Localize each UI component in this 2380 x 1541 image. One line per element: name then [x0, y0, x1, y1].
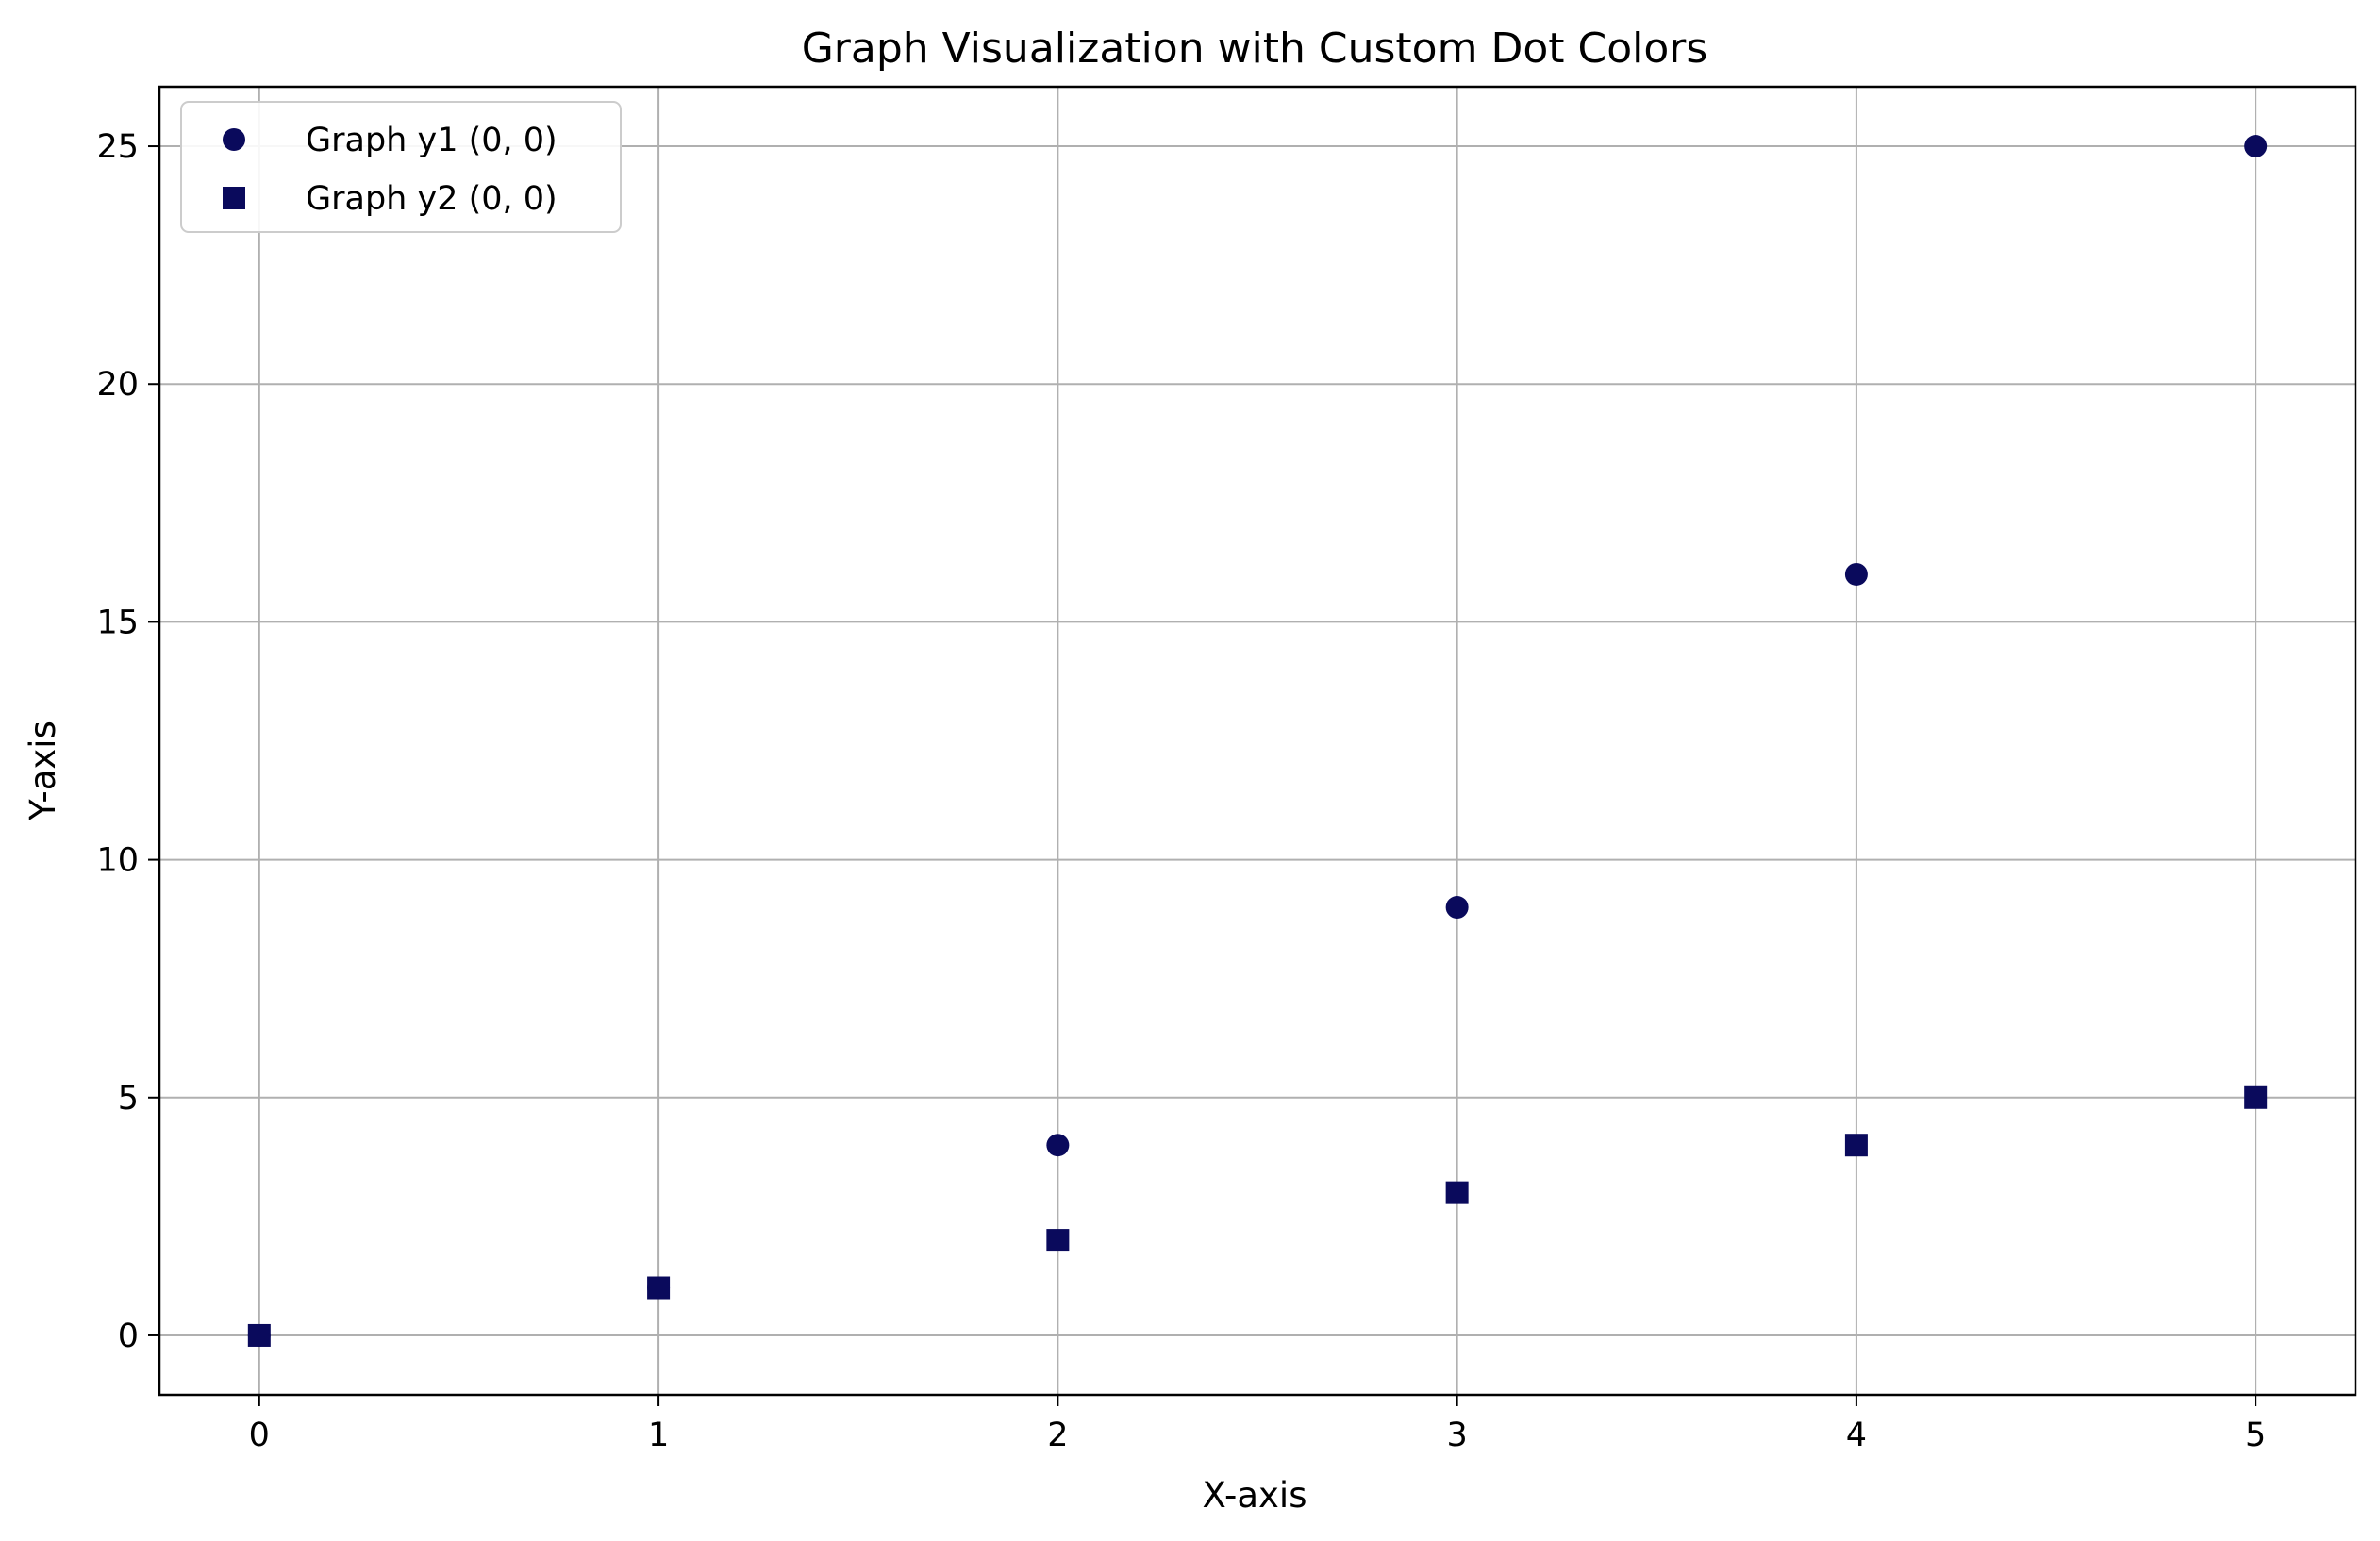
y2-square-point: [647, 1276, 671, 1300]
chart-title: Graph Visualization with Custom Dot Colo…: [802, 25, 1708, 73]
y2-square-point: [2244, 1085, 2268, 1109]
plot-frame: [158, 85, 2357, 1397]
y-axis-label: Y-axis: [23, 721, 63, 821]
y1-circle-point: [2244, 135, 2268, 158]
x-tick-label: 1: [648, 1417, 669, 1454]
ticks: 0 1 2 3 4 5 0 5 10 15 20 25: [96, 128, 2266, 1454]
data-marks: [247, 135, 2268, 1347]
grid: [159, 87, 2355, 1395]
y2-square-point: [1844, 1134, 1868, 1157]
x-tick-label: 3: [1446, 1417, 1467, 1454]
y2-square-point: [1445, 1181, 1469, 1204]
x-tick-label: 4: [1846, 1417, 1867, 1454]
legend-label: Graph y1 (0, 0): [306, 122, 558, 159]
y1-circle-point: [1046, 1134, 1070, 1157]
legend-label: Graph y2 (0, 0): [306, 180, 558, 218]
legend-box: [180, 101, 622, 233]
y-tick-label: 0: [118, 1317, 139, 1355]
y1-circle-point: [1445, 896, 1469, 920]
x-tick-label: 0: [249, 1417, 270, 1454]
x-tick-label: 2: [1047, 1417, 1068, 1454]
y-tick-label: 15: [96, 604, 139, 641]
x-tick-label: 5: [2245, 1417, 2266, 1454]
legend: Graph y1 (0, 0) Graph y2 (0, 0): [180, 101, 622, 233]
y1-circle-point: [1844, 562, 1868, 586]
legend-square-marker: [223, 187, 245, 209]
legend-circle-marker: [223, 128, 245, 151]
y-tick-label: 25: [96, 128, 139, 166]
y2-square-point: [247, 1323, 271, 1347]
y-tick-label: 10: [96, 842, 139, 880]
y-tick-label: 20: [96, 366, 139, 404]
y2-square-point: [1046, 1229, 1070, 1252]
y-tick-label: 5: [118, 1080, 139, 1118]
x-axis-label: X-axis: [1203, 1475, 1307, 1516]
series-2-points: [247, 1085, 2268, 1347]
